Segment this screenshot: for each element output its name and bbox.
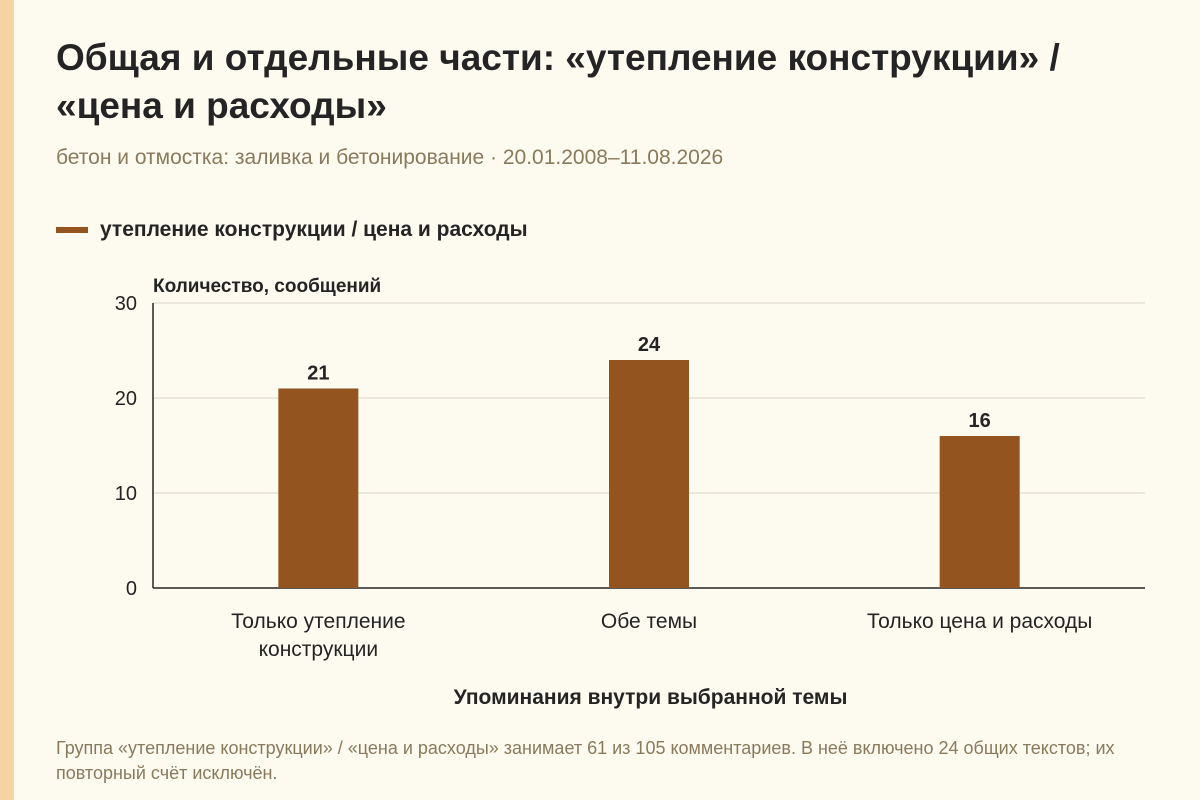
labels: 21 Только утепление конструкции 24 Обе темы 1… — [231, 334, 1092, 661]
chart-title: Общая и отдельные части: «утепление конс… — [56, 37, 1060, 126]
legend-swatch — [56, 227, 88, 233]
footnote: Группа «утепление конструкции» / «цена и… — [56, 738, 1115, 783]
bars — [278, 360, 1020, 588]
x-tick-label: конструкции — [259, 638, 378, 661]
bar — [939, 436, 1020, 588]
y-tick-label: 10 — [115, 483, 137, 505]
x-tick-label: Обе темы — [601, 610, 697, 633]
y-tick-label: 30 — [115, 293, 137, 315]
y-tick-label: 0 — [126, 578, 137, 600]
legend-label: утепление конструкции / цена и расходы — [100, 218, 528, 241]
chart-subtitle: бетон и отмостка: заливка и бетонировани… — [56, 146, 724, 169]
data-label: 16 — [969, 410, 991, 432]
data-label: 24 — [638, 334, 661, 356]
x-axis-label: Упоминания внутри выбранной темы — [453, 686, 848, 709]
x-tick-label: Только цена и расходы — [867, 610, 1092, 633]
data-label: 21 — [307, 363, 329, 385]
accent-strip — [0, 0, 14, 800]
y-axis-label: Количество, сообщений — [153, 276, 381, 297]
bar — [278, 388, 359, 588]
y-tick-label: 20 — [115, 388, 137, 410]
x-tick-label: Только утепление — [231, 610, 405, 633]
legend: утепление конструкции / цена и расходы — [56, 218, 528, 242]
bar — [609, 360, 689, 588]
